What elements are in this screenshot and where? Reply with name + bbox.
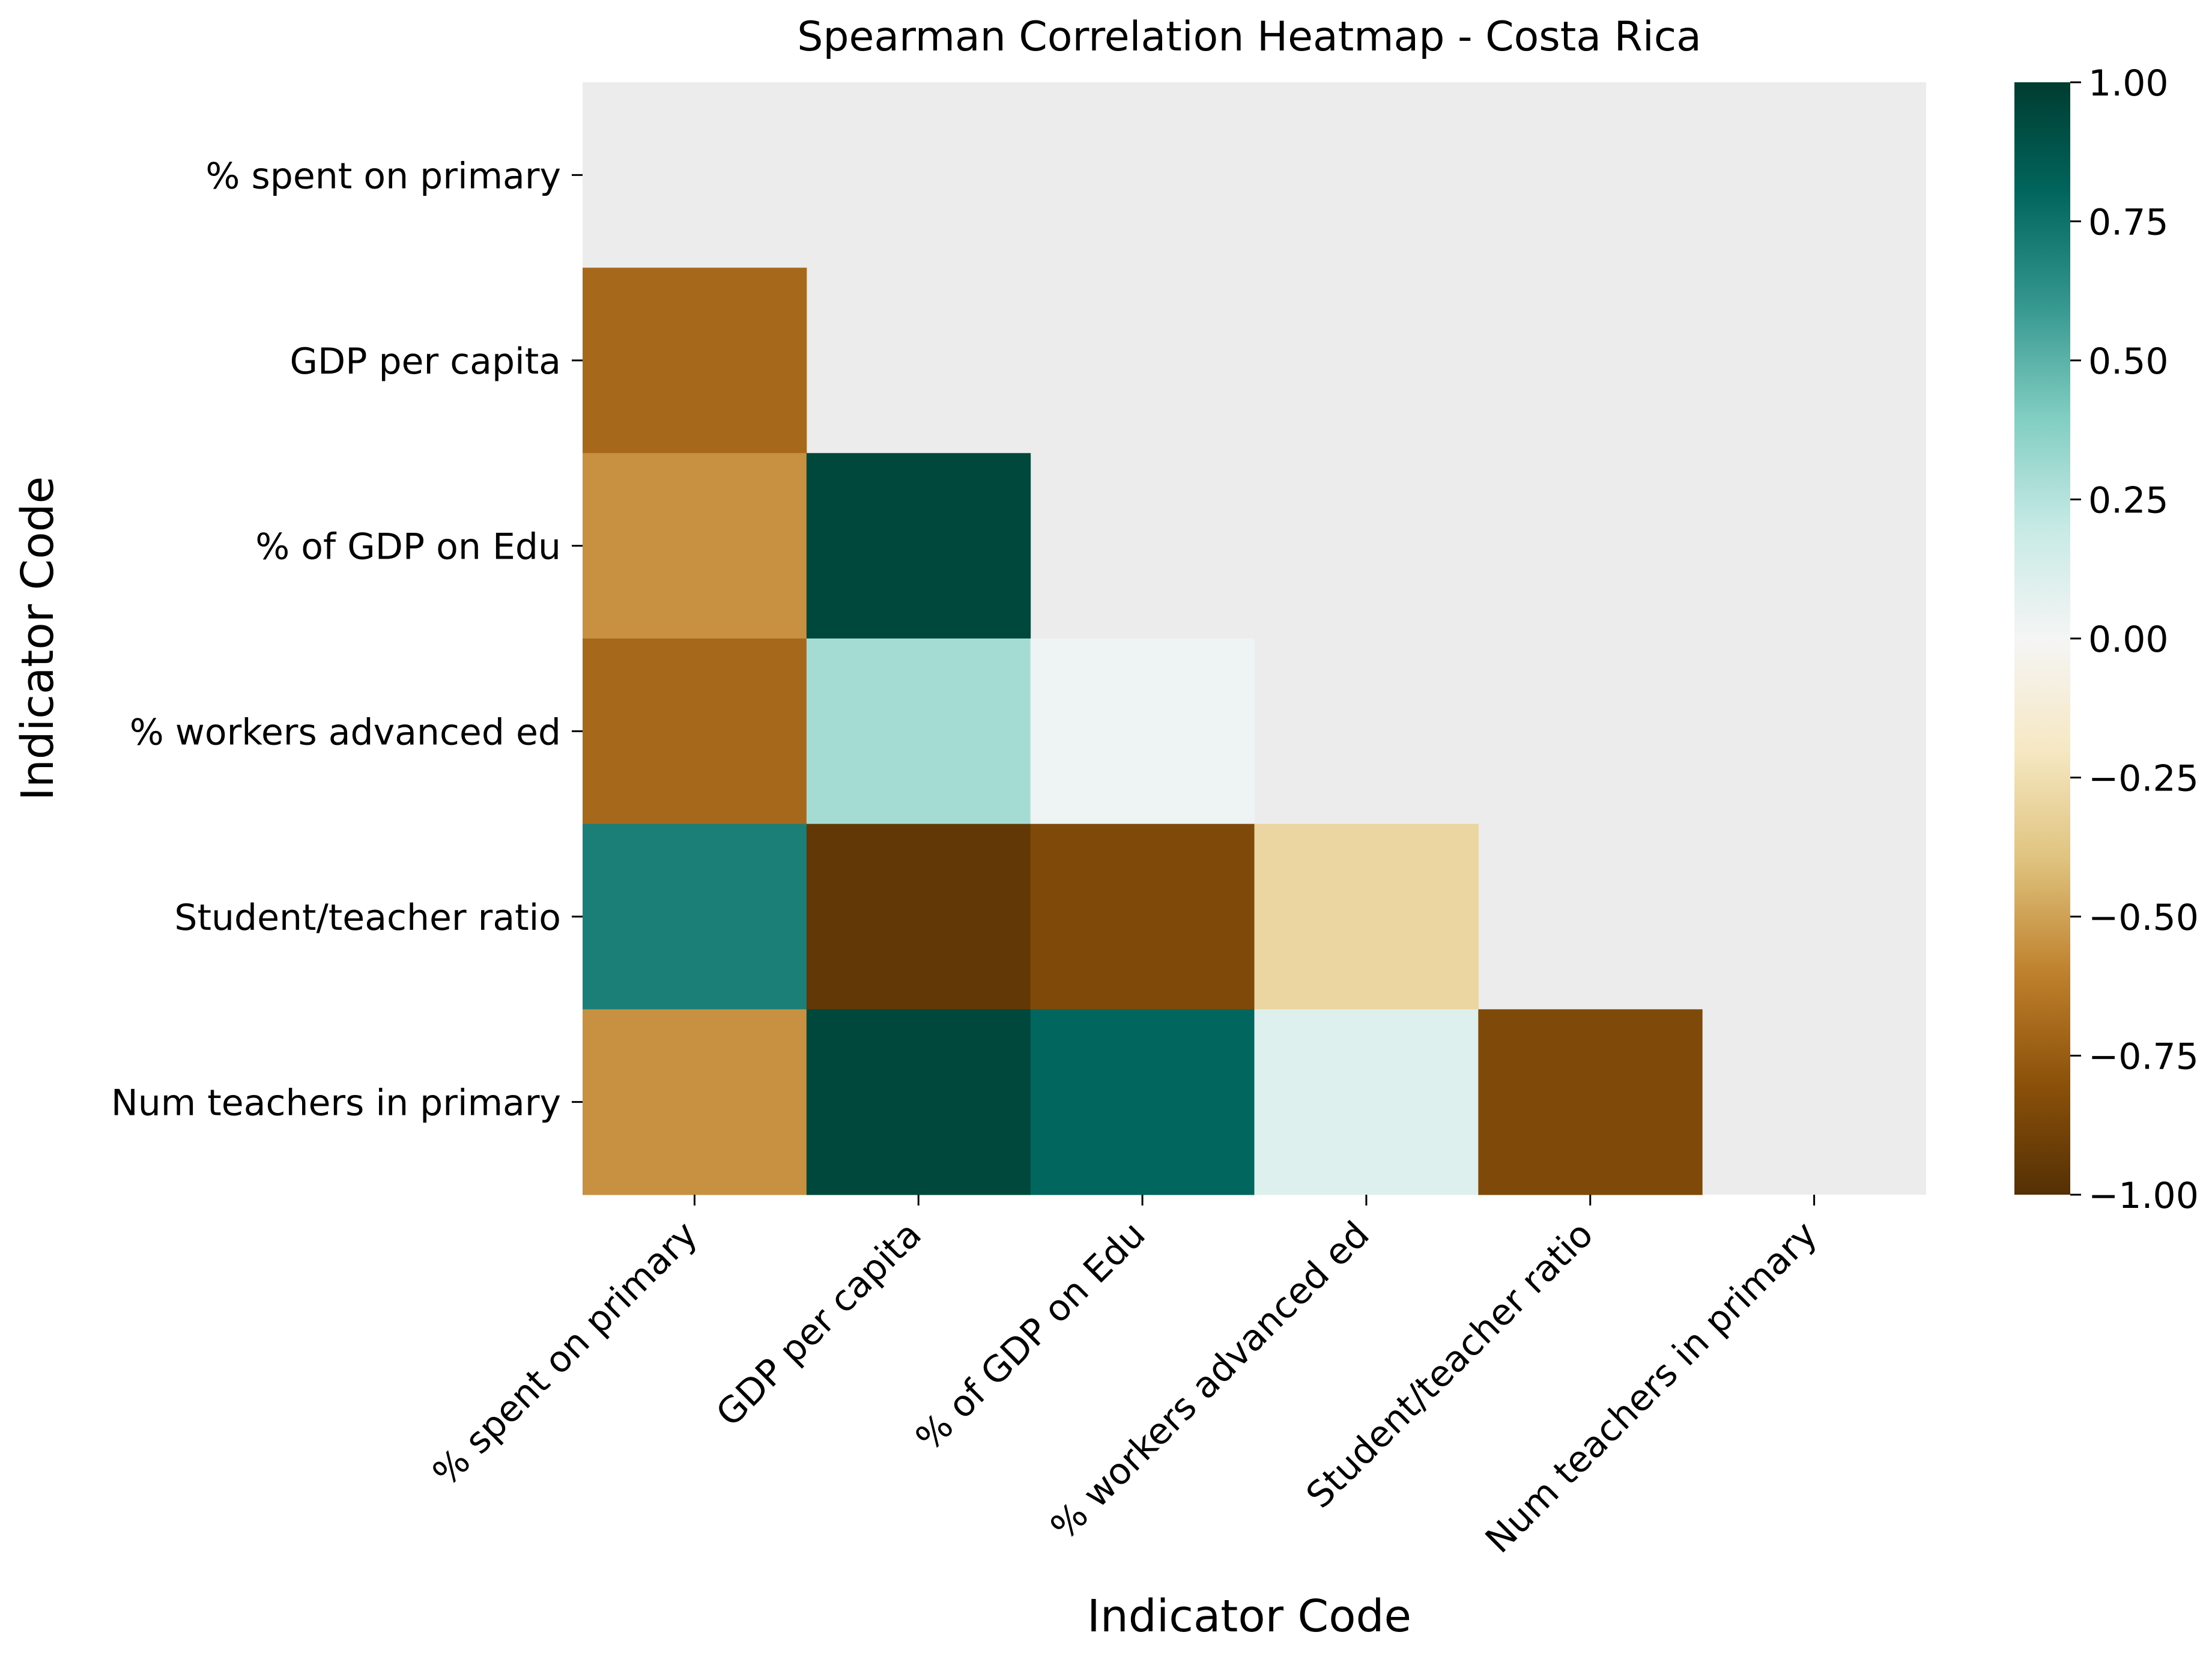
heatmap-cell [806,638,1031,825]
y-axis: % spent on primary GDP per capita % of GDP… [111,155,583,1124]
heatmap-cells [583,267,1703,1195]
y-tick-label: Num teachers in primary [111,1082,561,1124]
heatmap-cell [806,453,1031,639]
y-tick-label: GDP per capita [290,341,562,383]
heatmap-cell [583,453,807,639]
y-tick-label: % of GDP on Edu [255,526,561,568]
y-tick-label: % workers advanced ed [130,711,561,753]
colorbar-tick-label: 0.50 [2088,341,2169,383]
y-tick-label: % spent on primary [205,155,561,197]
heatmap-cell [1030,638,1255,825]
heatmap-cell [1030,1009,1255,1195]
heatmap-cell [1254,1009,1479,1195]
x-tick-label: % of GDP on Edu [908,1213,1153,1459]
colorbar-tick-label: 0.25 [2088,480,2169,522]
x-tick-label: GDP per capita [708,1213,930,1435]
heatmap-cell [1478,1009,1703,1195]
y-axis-label: Indicator Code [12,476,64,801]
heatmap-cell [806,823,1031,1010]
colorbar-tick-label: 1.00 [2088,62,2169,105]
heatmap-cell [583,638,807,825]
heatmap-cell [583,267,807,453]
x-axis-label: Indicator Code [1087,1591,1411,1642]
colorbar-gradient [2014,82,2070,1195]
chart-title: Spearman Correlation Heatmap - Costa Ric… [797,13,1701,61]
heatmap-cell [1254,823,1479,1010]
x-tick-label: % spent on primary [425,1213,706,1494]
colorbar-tick-label: −0.25 [2088,758,2199,800]
heatmap-cell [806,1009,1031,1195]
heatmap-cell [583,823,807,1010]
heatmap-cell [1030,823,1255,1010]
y-tick-label: Student/teacher ratio [174,897,561,939]
colorbar: 1.00 0.75 0.50 0.25 0.00 −0.25 −0.50 −0.75 −1.00 [2014,62,2199,1217]
colorbar-tick-label: −1.00 [2088,1175,2199,1217]
colorbar-tick-label: 0.00 [2088,619,2169,661]
x-axis: % spent on primary GDP per capita% of GDP… [425,1195,1825,1561]
heatmap-cell [583,1009,807,1195]
colorbar-tick-label: 0.75 [2088,202,2169,244]
colorbar-tick-label: −0.75 [2088,1036,2199,1078]
colorbar-tick-label: −0.50 [2088,897,2199,939]
